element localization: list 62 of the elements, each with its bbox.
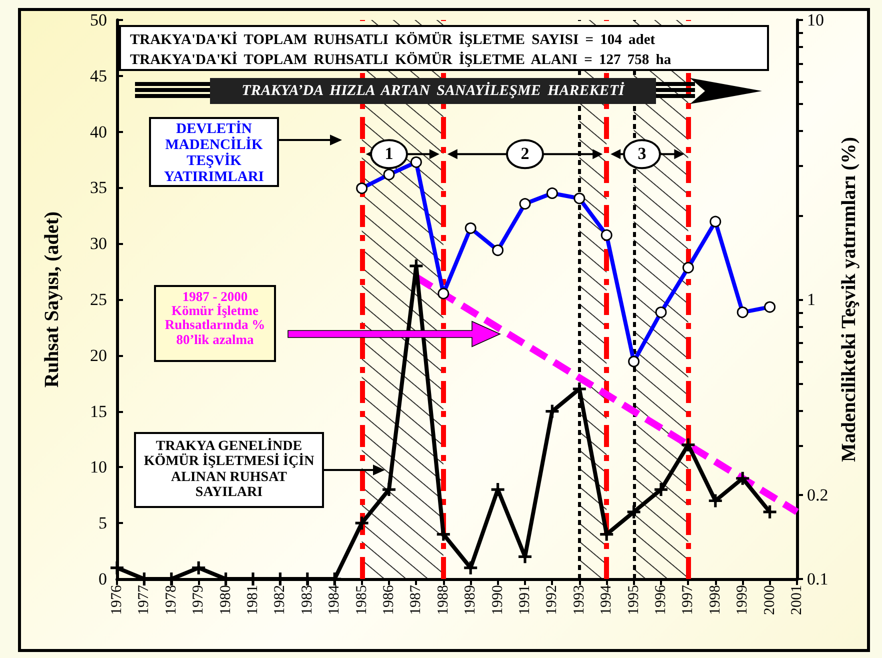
x-tick-label: 1992 — [544, 585, 560, 615]
y2-tick-label: 1 — [807, 290, 816, 309]
point — [491, 483, 504, 496]
y-tick-label: 10 — [90, 458, 107, 477]
point — [708, 494, 722, 508]
x-tick-label: 1982 — [272, 585, 288, 615]
x-tick-label: 1985 — [354, 585, 370, 615]
y-tick-label: 35 — [90, 178, 107, 198]
x-tick-label: 2001 — [789, 585, 805, 615]
x-tick-label: 1980 — [218, 585, 234, 615]
x-tick-label: 1991 — [517, 585, 533, 615]
y-tick-label: 5 — [98, 514, 107, 533]
y-tick-label: 50 — [90, 10, 107, 30]
y2-tick-label: 0.2 — [807, 485, 828, 504]
x-tick-label: 1997 — [680, 584, 696, 615]
annotation: TRAKYA'DA'Kİ TOPLAM RUHSATLI KÖMÜR İŞLETME ALANI = 127 758 ha — [130, 50, 672, 70]
point — [110, 561, 124, 574]
point — [600, 528, 614, 541]
x-tick-label: 1978 — [163, 585, 180, 615]
point — [682, 438, 695, 452]
point — [382, 483, 396, 496]
x-tick-label: 1981 — [245, 585, 261, 615]
x-tick-label: 1976 — [109, 584, 125, 615]
x-tick-label: 1995 — [626, 585, 642, 615]
y-tick-label: 15 — [90, 402, 107, 421]
y-tick-label: 30 — [90, 234, 107, 254]
x-tick-label: 1989 — [462, 585, 479, 615]
y-tick-label: 45 — [90, 66, 107, 86]
annotation: TRAKYA’DA HIZLA ARTAN SANAYİLEŞME HAREKETİ — [210, 78, 656, 104]
y-tick-label: 20 — [90, 346, 107, 365]
x-tick-label: 1988 — [435, 585, 452, 615]
annotation: TRAKYA'DA'Kİ TOPLAM RUHSATLI KÖMÜR İŞLETME SAYISI = 104 adet — [130, 30, 656, 50]
x-tick-label: 1986 — [381, 584, 397, 615]
y-tick-label: 40 — [90, 122, 107, 142]
point — [763, 505, 776, 518]
x-tick-label: 1993 — [571, 585, 588, 615]
y2-tick-label: 10 — [807, 10, 824, 30]
x-tick-label: 1996 — [653, 584, 669, 615]
point — [464, 561, 478, 574]
x-tick-label: 1998 — [707, 585, 724, 615]
point — [355, 516, 368, 530]
x-tick-label: 2000 — [762, 585, 778, 615]
x-tick-label: 1999 — [734, 585, 751, 615]
y-tick-label: 25 — [90, 290, 107, 309]
y2-axis-title: Madencilikteki Teşvik yatırımları (%) — [838, 137, 860, 462]
point — [654, 483, 668, 496]
y-tick-label: 0 — [98, 570, 107, 588]
point — [572, 382, 586, 396]
point — [627, 505, 640, 518]
point — [546, 404, 559, 418]
point — [736, 472, 750, 485]
x-tick-label: 1984 — [326, 584, 343, 615]
x-tick-label: 1990 — [490, 585, 506, 615]
x-tick-label: 1979 — [190, 585, 207, 615]
point — [192, 561, 206, 574]
x-tick-label: 1987 — [408, 584, 424, 615]
x-tick-label: 1983 — [299, 585, 316, 615]
y2-tick-label: 0.1 — [807, 570, 828, 588]
y-axis-title: Ruhsat Sayısı, (adet) — [41, 211, 63, 388]
point — [436, 528, 450, 541]
x-tick-label: 1977 — [136, 584, 152, 615]
x-tick-label: 1994 — [598, 584, 615, 615]
